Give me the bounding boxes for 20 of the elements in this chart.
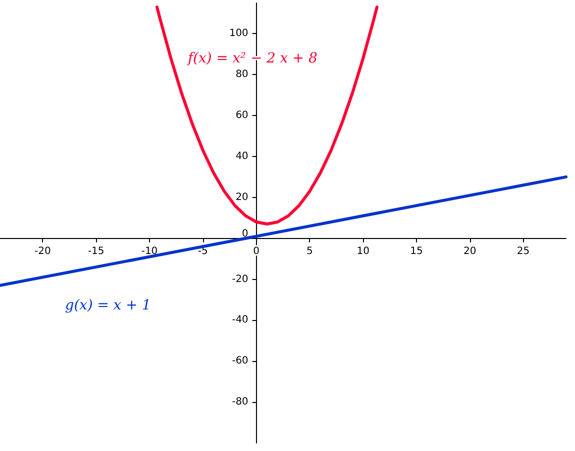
x-tick-label: 10	[356, 246, 370, 257]
y-tick-label: 100	[229, 28, 248, 40]
x-tick-label: -15	[88, 246, 104, 257]
x-tick-label: 5	[306, 246, 313, 257]
x-tick-label: 25	[516, 246, 530, 257]
x-tick-label: 20	[464, 246, 476, 257]
y-tick-label: -40	[232, 314, 248, 326]
y-tick-label: -60	[232, 356, 248, 367]
x-tick-label: -20	[34, 246, 51, 257]
line-series	[155, 6, 378, 226]
y-tick-label: -80	[232, 396, 248, 408]
y-tick-label: 60	[236, 110, 248, 122]
y-tick-label: 80	[236, 69, 248, 80]
x-tick-label: 15	[410, 246, 423, 257]
y-tick-label: 20	[236, 192, 248, 203]
x-tick-label: -10	[141, 246, 158, 257]
y-tick-label: 40	[236, 150, 248, 162]
series-label: g(x) = x + 1	[65, 297, 151, 314]
y-tick-label: -20	[232, 274, 248, 285]
y-tick-label: 0	[242, 228, 248, 240]
